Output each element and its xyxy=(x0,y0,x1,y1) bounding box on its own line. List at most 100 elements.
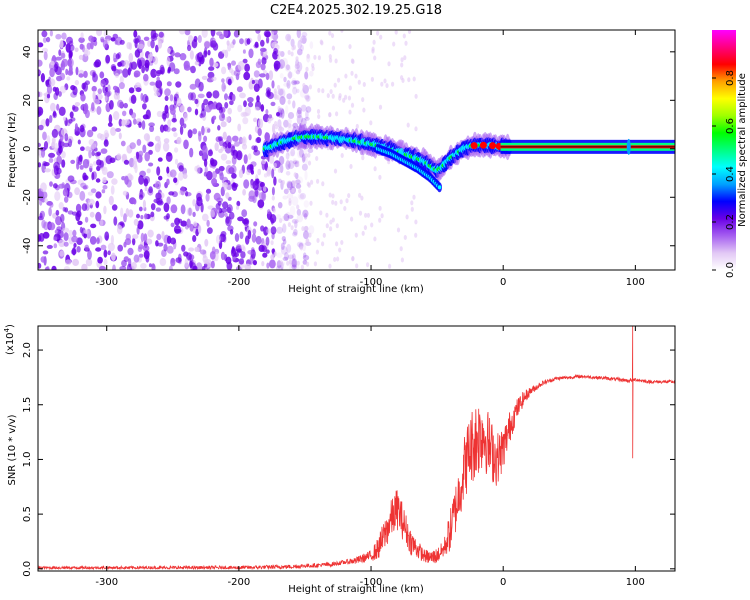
noise-speckle xyxy=(203,40,211,49)
x-tick-label: 0 xyxy=(500,577,506,588)
noise-speckle xyxy=(292,231,298,237)
noise-speckle xyxy=(218,113,226,122)
noise-speckle xyxy=(48,222,56,231)
noise-speckle xyxy=(256,95,260,103)
x-tick-label: -300 xyxy=(95,577,118,588)
noise-speckle xyxy=(187,106,192,113)
noise-speckle xyxy=(243,179,250,189)
noise-speckle xyxy=(278,155,285,165)
noise-speckle xyxy=(184,258,189,268)
noise-speckle xyxy=(149,81,156,86)
noise-speckle xyxy=(129,142,136,150)
faint-speckle xyxy=(296,260,300,266)
noise-speckle xyxy=(133,118,137,125)
faint-speckle xyxy=(400,57,404,63)
faint-speckle xyxy=(293,180,297,186)
noise-speckle xyxy=(252,228,257,235)
noise-speckle xyxy=(203,98,209,106)
noise-speckle xyxy=(217,200,222,206)
noise-speckle xyxy=(298,33,302,42)
noise-speckle xyxy=(61,159,66,168)
noise-speckle xyxy=(297,39,302,50)
noise-speckle xyxy=(279,88,286,99)
noise-speckle xyxy=(166,47,171,54)
spectrogram-frame xyxy=(37,29,676,271)
faint-speckle xyxy=(349,164,353,169)
noise-speckle xyxy=(205,193,210,202)
noise-speckle xyxy=(40,256,46,263)
noise-speckle xyxy=(242,58,248,64)
y-tick-label: 0.0 xyxy=(22,561,33,577)
noise-speckle xyxy=(143,233,148,243)
noise-speckle xyxy=(206,91,213,99)
noise-speckle xyxy=(56,103,60,111)
noise-speckle xyxy=(83,103,89,112)
noise-speckle xyxy=(225,160,232,165)
noise-speckle xyxy=(78,37,85,43)
noise-speckle xyxy=(137,43,145,50)
noise-speckle xyxy=(234,141,240,147)
noise-speckle xyxy=(179,117,185,127)
faint-speckle xyxy=(295,62,299,68)
noise-speckle xyxy=(107,122,113,127)
y-tick-label: -20 xyxy=(22,189,33,205)
noise-speckle xyxy=(58,91,62,97)
noise-speckle xyxy=(255,235,262,245)
noise-speckle xyxy=(103,205,107,215)
faint-speckle xyxy=(333,82,337,88)
noise-speckle xyxy=(204,165,208,175)
noise-speckle xyxy=(118,132,122,140)
noise-speckle xyxy=(136,213,140,219)
noise-speckle xyxy=(166,235,172,244)
noise-speckle xyxy=(241,209,248,218)
noise-speckle xyxy=(95,247,102,252)
noise-speckle xyxy=(183,139,189,150)
noise-speckle xyxy=(42,37,47,43)
noise-speckle xyxy=(125,233,131,241)
noise-speckle xyxy=(69,50,73,58)
faint-speckle xyxy=(414,219,418,225)
noise-speckle xyxy=(103,139,109,147)
noise-speckle xyxy=(152,33,159,38)
noise-speckle xyxy=(57,229,64,239)
noise-speckle xyxy=(60,52,66,59)
faint-speckle xyxy=(306,53,310,59)
faint-speckle xyxy=(378,104,383,110)
y-tick-label: 0 xyxy=(22,146,33,152)
faint-speckle xyxy=(376,30,380,36)
noise-speckle xyxy=(217,125,221,131)
noise-speckle xyxy=(62,227,70,233)
noise-speckle xyxy=(72,104,76,111)
noise-speckle xyxy=(103,129,109,140)
noise-speckle xyxy=(43,162,50,167)
noise-speckle xyxy=(248,190,256,200)
noise-speckle xyxy=(170,257,176,267)
noise-speckle xyxy=(41,30,48,38)
noise-speckle xyxy=(123,213,127,223)
faint-speckle xyxy=(358,192,362,198)
noise-speckle xyxy=(223,30,229,38)
noise-speckle xyxy=(176,97,182,107)
noise-speckle xyxy=(91,102,95,112)
noise-speckle xyxy=(117,61,123,67)
noise-speckle xyxy=(142,93,148,104)
noise-speckle xyxy=(278,63,284,70)
noise-speckle xyxy=(178,30,186,35)
noise-speckle xyxy=(254,41,259,48)
faint-speckle xyxy=(354,73,358,79)
noise-speckle xyxy=(297,107,302,115)
faint-speckle xyxy=(348,109,352,115)
noise-speckle xyxy=(186,207,193,217)
noise-speckle xyxy=(133,254,140,263)
noise-speckle xyxy=(113,216,118,226)
noise-speckle xyxy=(55,209,60,216)
noise-speckle xyxy=(271,80,275,89)
noise-speckle xyxy=(174,217,181,226)
faint-speckle xyxy=(305,238,309,244)
faint-speckle xyxy=(364,212,368,218)
faint-speckle xyxy=(290,51,294,57)
noise-speckle xyxy=(153,56,159,65)
noise-speckle xyxy=(227,142,232,149)
noise-speckle xyxy=(203,135,208,142)
